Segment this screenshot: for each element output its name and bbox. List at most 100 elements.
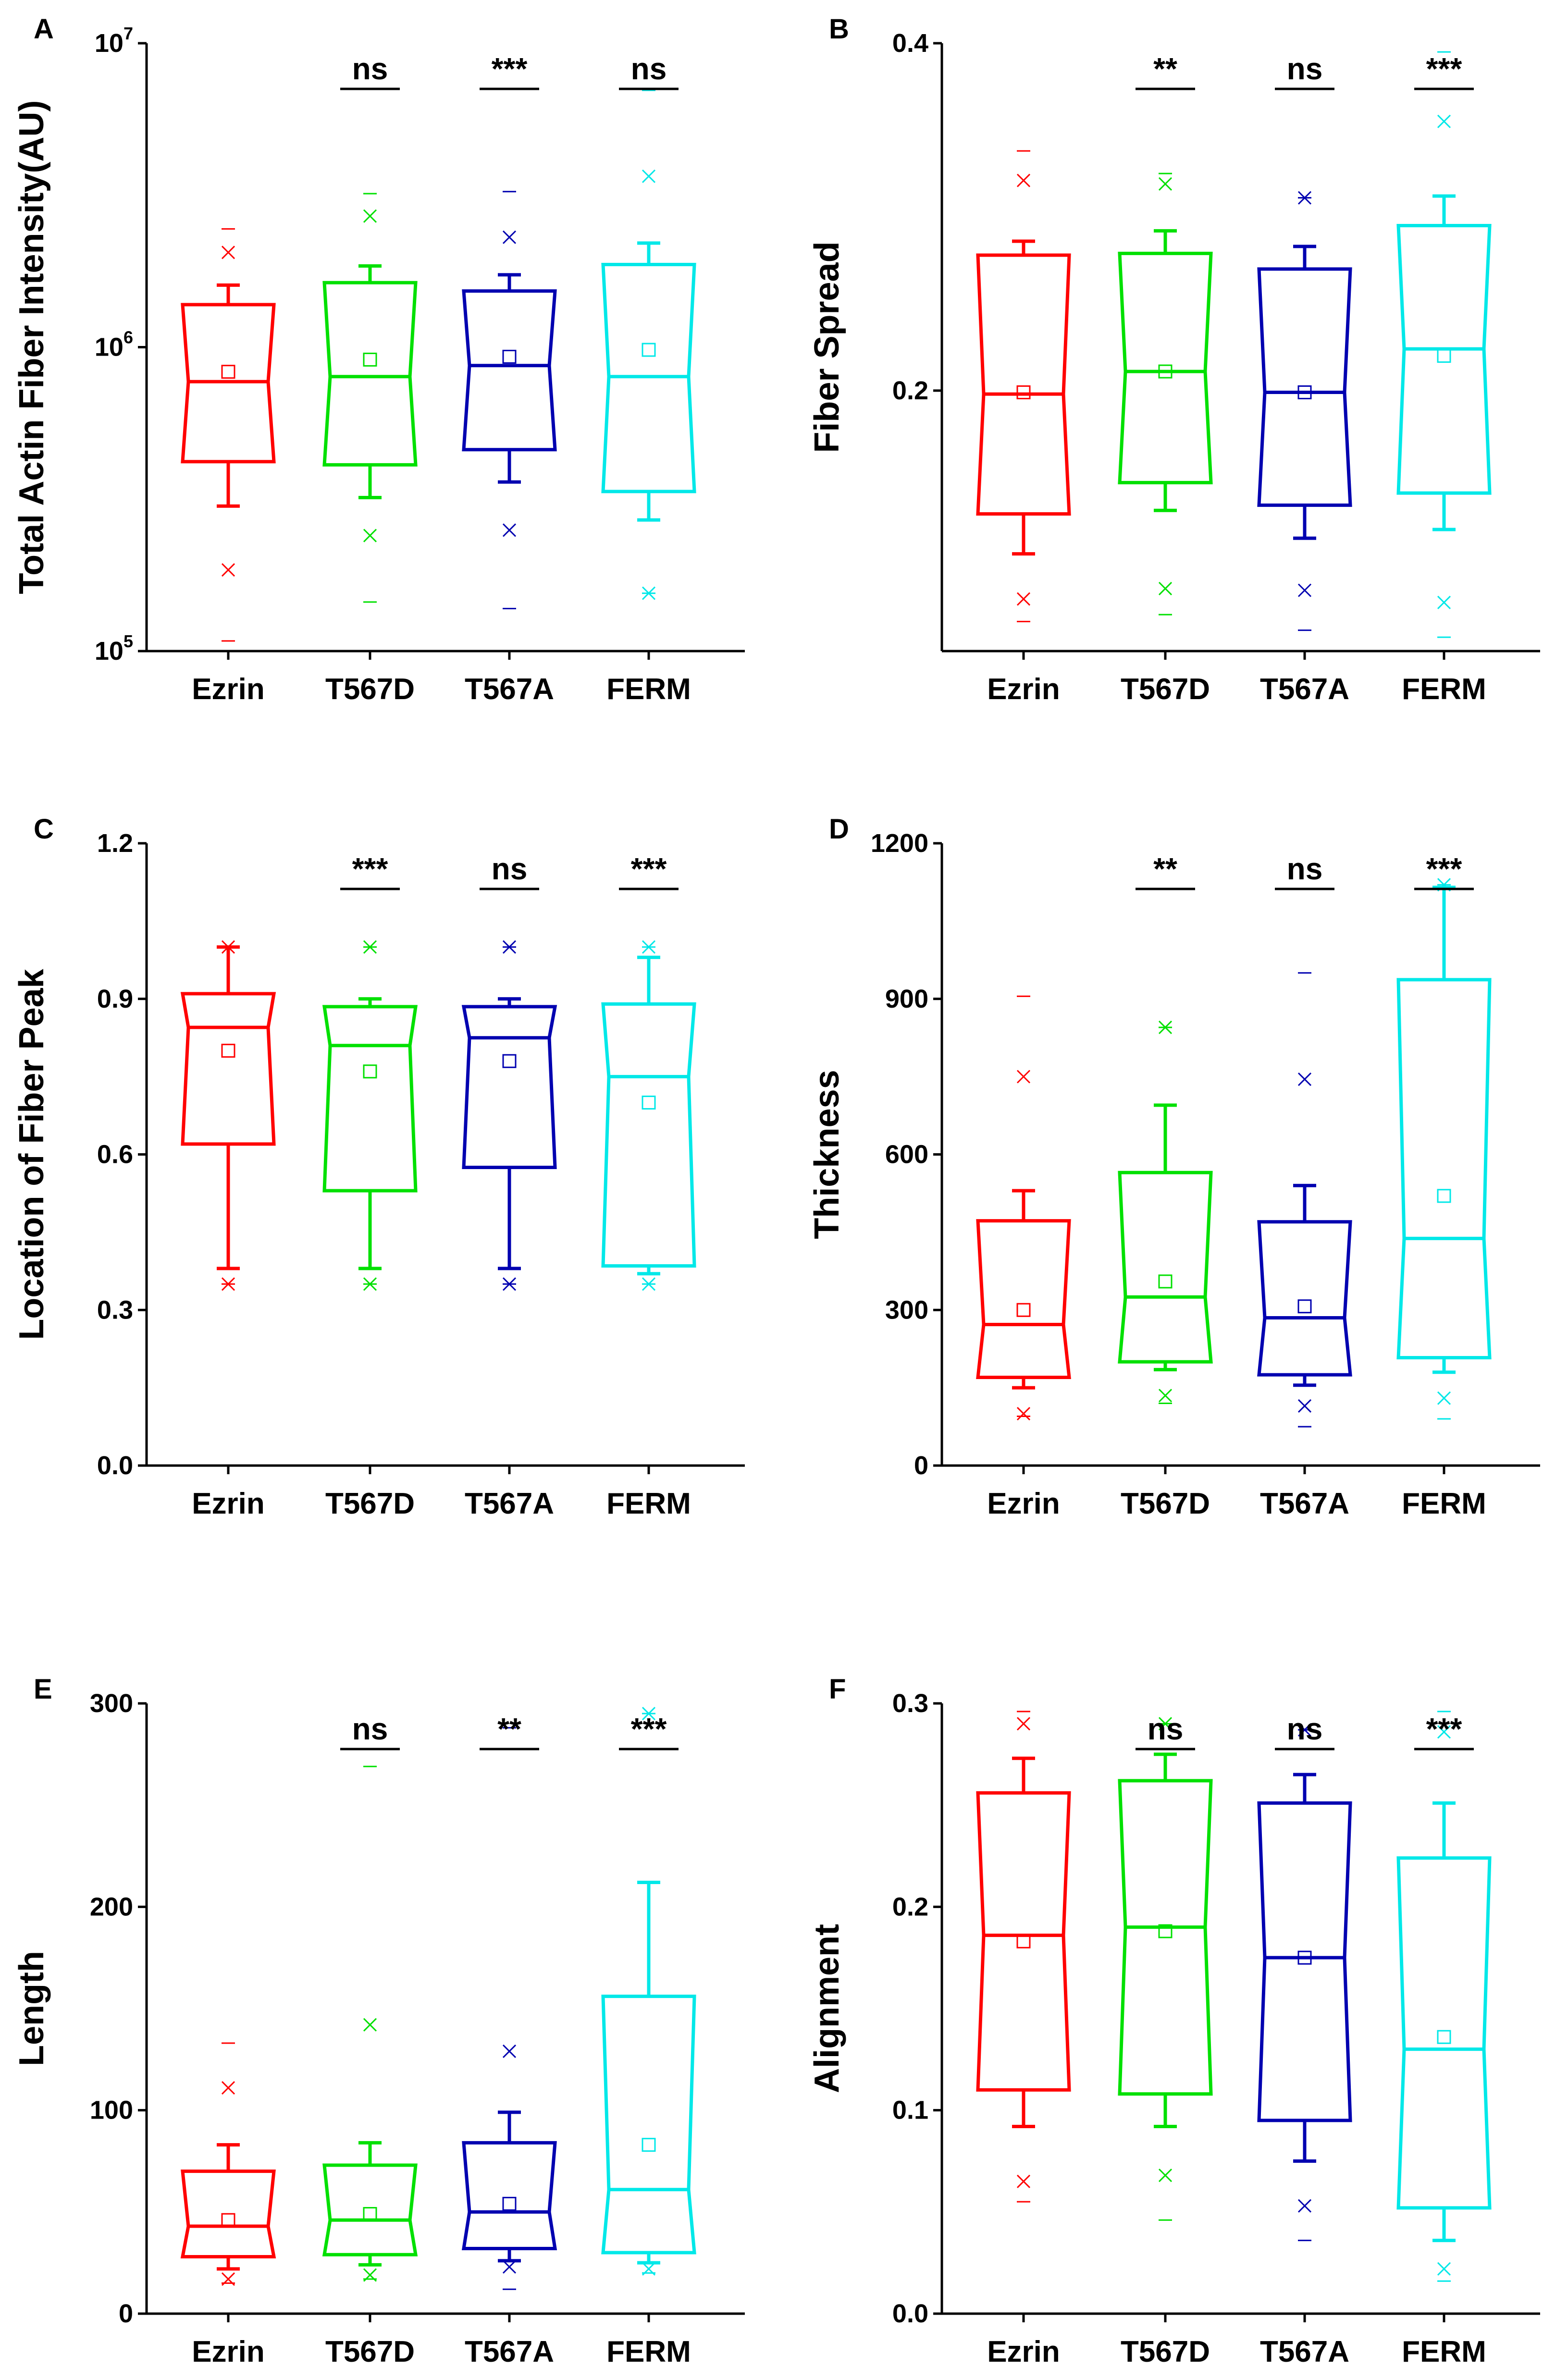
percentile-marker [221,246,235,259]
box-t567a [1257,972,1352,1428]
mean-marker [1297,1950,1312,1965]
mean-marker [363,2207,377,2221]
significance-label: ns [1148,1712,1184,1746]
y-axis-label: Length [12,1951,51,2066]
box-body [1257,267,1352,507]
y-tick-label: 0.0 [892,2299,928,2328]
y-tick-label: 105 [95,631,133,666]
x-tick-label: T567D [325,1487,415,1520]
panel-c: C Location of Fiber Peak 0.0 0.3 0.6 0.9 1.2 Ez… [12,814,745,1520]
box-body [322,2163,418,2256]
mean-marker [642,2138,656,2152]
y-tick-label: 0.6 [97,1140,133,1169]
mean-marker [1158,364,1173,379]
x-tick-label: T567D [325,2335,415,2368]
y-tick-label: 900 [885,985,928,1013]
mean-marker [642,1096,656,1110]
box-body [462,289,557,452]
box-t567a [461,1727,557,2290]
percentile-marker [1158,581,1173,595]
y-tick-label: 0.4 [892,29,928,58]
mean-marker [1437,349,1451,363]
panel-f: F Alignment 0.0 0.1 0.2 0.3 Ezrin T567D ns T567A n… [808,1674,1540,2368]
y-tick-label: 1200 [871,829,928,858]
mean-marker [1297,1299,1312,1314]
significance-label: *** [492,51,528,86]
y-axis-label: Thickness [808,1070,846,1239]
significance-label: ns [492,851,528,886]
y-tick-label: 1.2 [97,829,133,858]
box-body [976,1219,1071,1380]
box-ferm [601,1707,696,2276]
box-body [601,1995,696,2255]
mean-marker [502,349,517,364]
box-body [461,1005,557,1169]
y-tick-label: 100 [90,2096,133,2125]
box-body [1118,251,1213,484]
percentile-marker [363,529,377,542]
panel-b: B Fiber Spread 0.2 0.4 Ezrin T567D ** T567A ns FE… [808,13,1540,706]
box-t567a [462,191,557,610]
percentile-marker [1016,592,1031,606]
box-t567a [1257,191,1352,631]
significance-label: *** [352,851,388,886]
mean-marker [1158,1274,1173,1289]
significance-label: *** [1426,1712,1462,1746]
x-tick-label: Ezrin [192,1487,265,1520]
panel-letter: E [34,1674,52,1705]
percentile-marker [502,230,517,244]
box-body [461,2141,557,2251]
significance-label: ** [497,1712,521,1746]
y-axis-label: Location of Fiber Peak [12,968,51,1340]
y-tick-label: 300 [90,1689,133,1718]
percentile-marker [1016,1717,1031,1731]
y-axis-label: Alignment [808,1924,846,2093]
y-tick-label: 106 [95,328,133,362]
box-body [1396,1856,1492,2210]
y-tick-label: 0.2 [892,1892,928,1921]
y-tick-label: 600 [885,1140,928,1169]
percentile-marker [1297,583,1312,597]
significance-label: ns [1287,851,1323,886]
x-tick-label: FERM [606,673,691,706]
x-tick-label: T567A [1260,673,1349,706]
percentile-marker [1437,1391,1451,1405]
x-tick-label: T567A [465,1487,554,1520]
mean-marker [363,1064,377,1079]
percentile-marker [1297,2199,1312,2213]
significance-label: ** [1153,851,1177,886]
significance-label: ns [352,1712,388,1746]
panel-letter: B [829,13,849,45]
x-tick-label: T567A [465,673,554,706]
box-body [976,253,1071,516]
box-body [180,992,276,1146]
x-tick-label: T567A [1260,2335,1349,2368]
x-tick-label: T567A [465,2335,554,2368]
box-ezrin [976,995,1071,1421]
mean-marker [1297,385,1312,399]
significance-label: *** [631,851,667,886]
x-tick-label: Ezrin [192,2335,265,2368]
x-tick-label: Ezrin [192,673,265,706]
percentile-marker [1016,1070,1031,1084]
significance-label: *** [1426,851,1462,886]
x-tick-label: T567D [325,673,415,706]
percentile-marker [1016,1407,1031,1421]
mean-marker [1016,1934,1031,1948]
box-body [1257,1801,1352,2122]
x-tick-label: Ezrin [987,1487,1060,1520]
panel-letter: D [829,814,849,845]
mean-marker [1437,1189,1451,1203]
percentile-marker [363,209,377,223]
box-ezrin [976,150,1071,623]
box-t567d [1118,1021,1213,1404]
box-t567d [322,1765,418,2282]
percentile-marker [221,563,235,577]
significance-label: ** [1153,51,1177,86]
box-ferm [601,89,696,600]
x-tick-label: FERM [606,2335,691,2368]
percentile-marker [502,523,517,537]
box-ferm [1396,51,1492,638]
x-tick-label: T567D [1121,1487,1210,1520]
